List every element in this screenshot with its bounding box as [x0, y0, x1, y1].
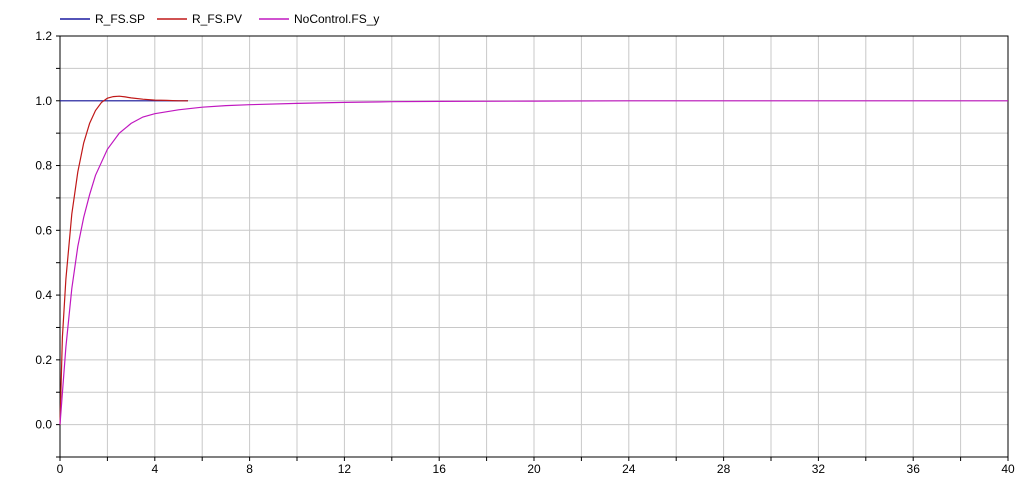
y-tick-label: 0.4	[35, 288, 52, 302]
y-tick-label: 1.2	[35, 29, 52, 43]
grid	[60, 36, 1008, 457]
y-tick-label: 0.2	[35, 353, 52, 367]
y-tick-label: 1.0	[35, 94, 52, 108]
x-tick-label: 40	[1001, 462, 1015, 476]
y-tick-label: 0.0	[35, 418, 52, 432]
legend-label-0: R_FS.SP	[95, 12, 145, 26]
x-tick-label: 16	[433, 462, 447, 476]
legend-label-2: NoControl.FS_y	[294, 12, 379, 26]
x-axis-ticks: 0 4 8 12 16 20 24 28 32 36 40	[57, 457, 1015, 476]
x-tick-label: 20	[527, 462, 541, 476]
legend-label-1: R_FS.PV	[192, 12, 242, 26]
x-tick-label: 36	[907, 462, 921, 476]
series-line-1	[59, 95, 188, 425]
legend: R_FS.SP R_FS.PV NoControl.FS_y	[60, 12, 379, 26]
x-tick-label: 32	[812, 462, 826, 476]
x-tick-label: 12	[338, 462, 352, 476]
y-tick-label: 0.8	[35, 159, 52, 173]
y-axis-ticks: 0.0 0.2 0.4 0.6 0.8 1.0 1.2	[35, 29, 60, 458]
series	[59, 95, 1008, 425]
x-tick-label: 28	[717, 462, 731, 476]
x-tick-label: 0	[57, 462, 64, 476]
series-line-2	[59, 100, 1008, 425]
y-tick-label: 0.6	[35, 223, 52, 237]
x-tick-label: 24	[622, 462, 636, 476]
x-tick-label: 8	[246, 462, 253, 476]
x-tick-label: 4	[151, 462, 158, 476]
